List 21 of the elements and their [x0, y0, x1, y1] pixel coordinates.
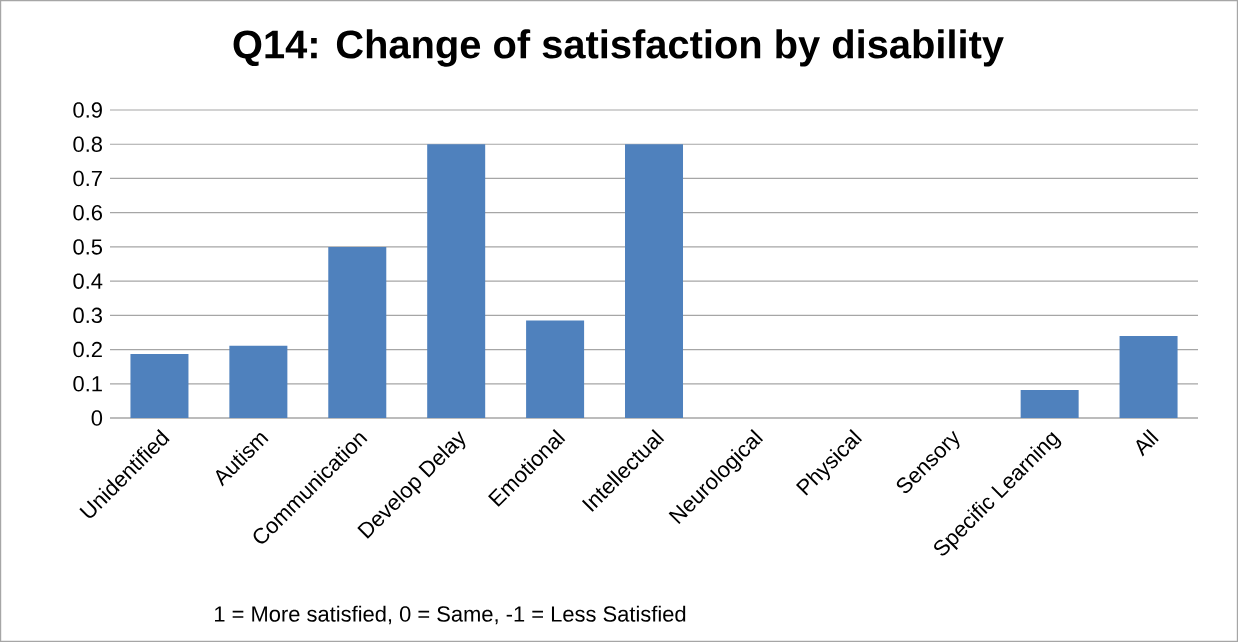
y-tick-label: 0.5 [73, 239, 103, 255]
y-tick-label: 0.8 [73, 136, 102, 153]
y-tick-label: 0.1 [73, 376, 102, 392]
bar [1119, 335, 1178, 418]
y-tick-label: 0 [91, 410, 103, 426]
y-tick-label: 0.7 [73, 170, 102, 187]
bar [427, 144, 486, 418]
bar [526, 320, 585, 418]
bar [130, 354, 189, 418]
bar [328, 246, 387, 418]
y-tick-label: 0.6 [73, 204, 102, 221]
y-tick-label: 0.3 [73, 307, 102, 324]
bar [1020, 389, 1079, 418]
text: 1 = More satisfied, 0 = Same, -1 = Less Satisfied [215, 605, 686, 625]
y-tick-label: 0.2 [73, 341, 102, 358]
x-tick-label: All [1136, 429, 1159, 457]
chart-title: Q14: Change of satisfaction by disability [233, 29, 1004, 67]
bar [229, 345, 288, 418]
y-tick-label: 0.4 [73, 273, 103, 289]
y-tick-label: 0.9 [73, 102, 102, 118]
bar [625, 144, 684, 418]
